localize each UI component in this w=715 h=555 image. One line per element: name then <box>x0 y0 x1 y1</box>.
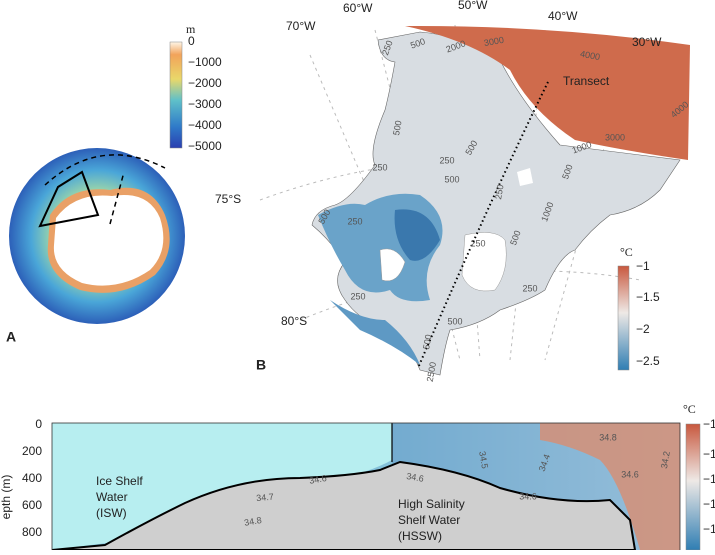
contour-label: 4000 <box>579 49 600 62</box>
colorbar-tick: −1.5 <box>636 290 660 304</box>
water-mass-label: Shelf Water <box>398 513 460 527</box>
y-tick-label: 800 <box>22 525 42 539</box>
contour-label: 3000 <box>483 35 504 48</box>
region-box <box>38 170 100 228</box>
isohaline-label: 34.6 <box>519 491 537 501</box>
colorbar-tick: −1 <box>703 417 715 431</box>
y-tick-label: 600 <box>22 498 42 512</box>
colorbar <box>169 41 183 149</box>
transect-line <box>417 81 549 369</box>
colorbar-tick: 0 <box>188 34 195 48</box>
colorbar-unit: °C <box>683 402 696 416</box>
contour-label: 250 <box>439 155 454 165</box>
colorbar-tick: −1. <box>703 447 715 461</box>
colorbar-tick: −5000 <box>188 139 222 153</box>
antarctica <box>53 194 164 286</box>
colorbar-tick: −1. <box>703 497 715 511</box>
panel-label: B <box>256 357 266 373</box>
water-mass-label: High Salinity <box>398 497 465 511</box>
seafloor <box>51 460 637 551</box>
contour-label: 250 <box>347 216 362 226</box>
isohaline-label: 34.6 <box>308 473 327 486</box>
contour-label: 500 <box>391 120 403 137</box>
panel-label: A <box>6 329 16 345</box>
longitude-label: 70°W <box>286 19 316 33</box>
isohaline-label: 34.7 <box>256 492 274 503</box>
colorbar-tick: −1. <box>703 522 715 536</box>
panel-b: Transect 70°W 60°W 50°W 40°W 30°W 75°S 8… <box>215 0 690 383</box>
contour-label: 250 <box>380 39 395 57</box>
contour-label: 2500 <box>425 361 438 382</box>
contour-label: 3000 <box>605 132 625 142</box>
longitude-label: 40°W <box>548 9 578 23</box>
contour-label: 250 <box>372 162 387 172</box>
colorbar-tick: −3000 <box>188 97 222 111</box>
transect-label: Transect <box>563 74 610 88</box>
colorbar-tick: −2.5 <box>636 354 660 368</box>
y-tick-label: 400 <box>22 471 42 485</box>
contour-label: 500 <box>421 334 433 351</box>
colorbar-unit: m <box>186 22 196 36</box>
contour-label: 250 <box>350 291 365 301</box>
longitude-label: 30°W <box>632 35 662 49</box>
longitude-label: 60°W <box>343 1 373 15</box>
y-axis-label: epth (m) <box>0 475 13 520</box>
water-mass-label: Ice Shelf <box>96 474 143 488</box>
latitude-label: 80°S <box>281 314 307 328</box>
water-mass-label: (ISW) <box>96 506 127 520</box>
colorbar-unit: °C <box>620 245 633 259</box>
colorbar <box>685 423 701 551</box>
y-tick-label: 200 <box>22 444 42 458</box>
water-mass-label: Water <box>96 490 128 504</box>
contour-label: 500 <box>409 36 427 51</box>
contour-label: 500 <box>560 163 575 181</box>
colorbar-tick: −2000 <box>188 76 222 90</box>
contour-label: 250 <box>470 238 485 248</box>
panel-a: m 0 −1000 −2000 −3000 −4000 −5000 A <box>6 22 222 345</box>
isohaline-label: 34.5 <box>477 450 490 469</box>
isohaline-label: 34.6 <box>406 471 425 484</box>
longitude-label: 50°W <box>458 0 488 12</box>
colorbar-tick: −1. <box>703 472 715 486</box>
water-mass-label: (HSSW) <box>398 529 442 543</box>
colorbar <box>617 265 630 371</box>
latitude-label: 75°S <box>215 192 241 206</box>
contour-label: 500 <box>444 174 459 184</box>
isohaline-label: 34.2 <box>659 450 672 469</box>
contour-label: 500 <box>447 316 462 326</box>
contour-label: 500 <box>508 229 523 247</box>
isohaline-label: 34.8 <box>243 515 262 528</box>
deep-ocean <box>405 25 690 161</box>
colorbar-tick: −1 <box>636 259 650 273</box>
isohaline-label: 34.6 <box>621 469 639 479</box>
y-tick-label: 0 <box>35 417 42 431</box>
panel-c: 0 200 400 600 800 epth (m) Ice Shelf Wat… <box>0 402 715 554</box>
colorbar-tick: −1000 <box>188 55 222 69</box>
contour-label: 250 <box>493 184 505 201</box>
colorbar-tick: −2 <box>636 322 650 336</box>
isohaline-label: 34.8 <box>599 432 617 442</box>
colorbar-tick: −4000 <box>188 118 222 132</box>
contour-label: 250 <box>522 283 537 293</box>
